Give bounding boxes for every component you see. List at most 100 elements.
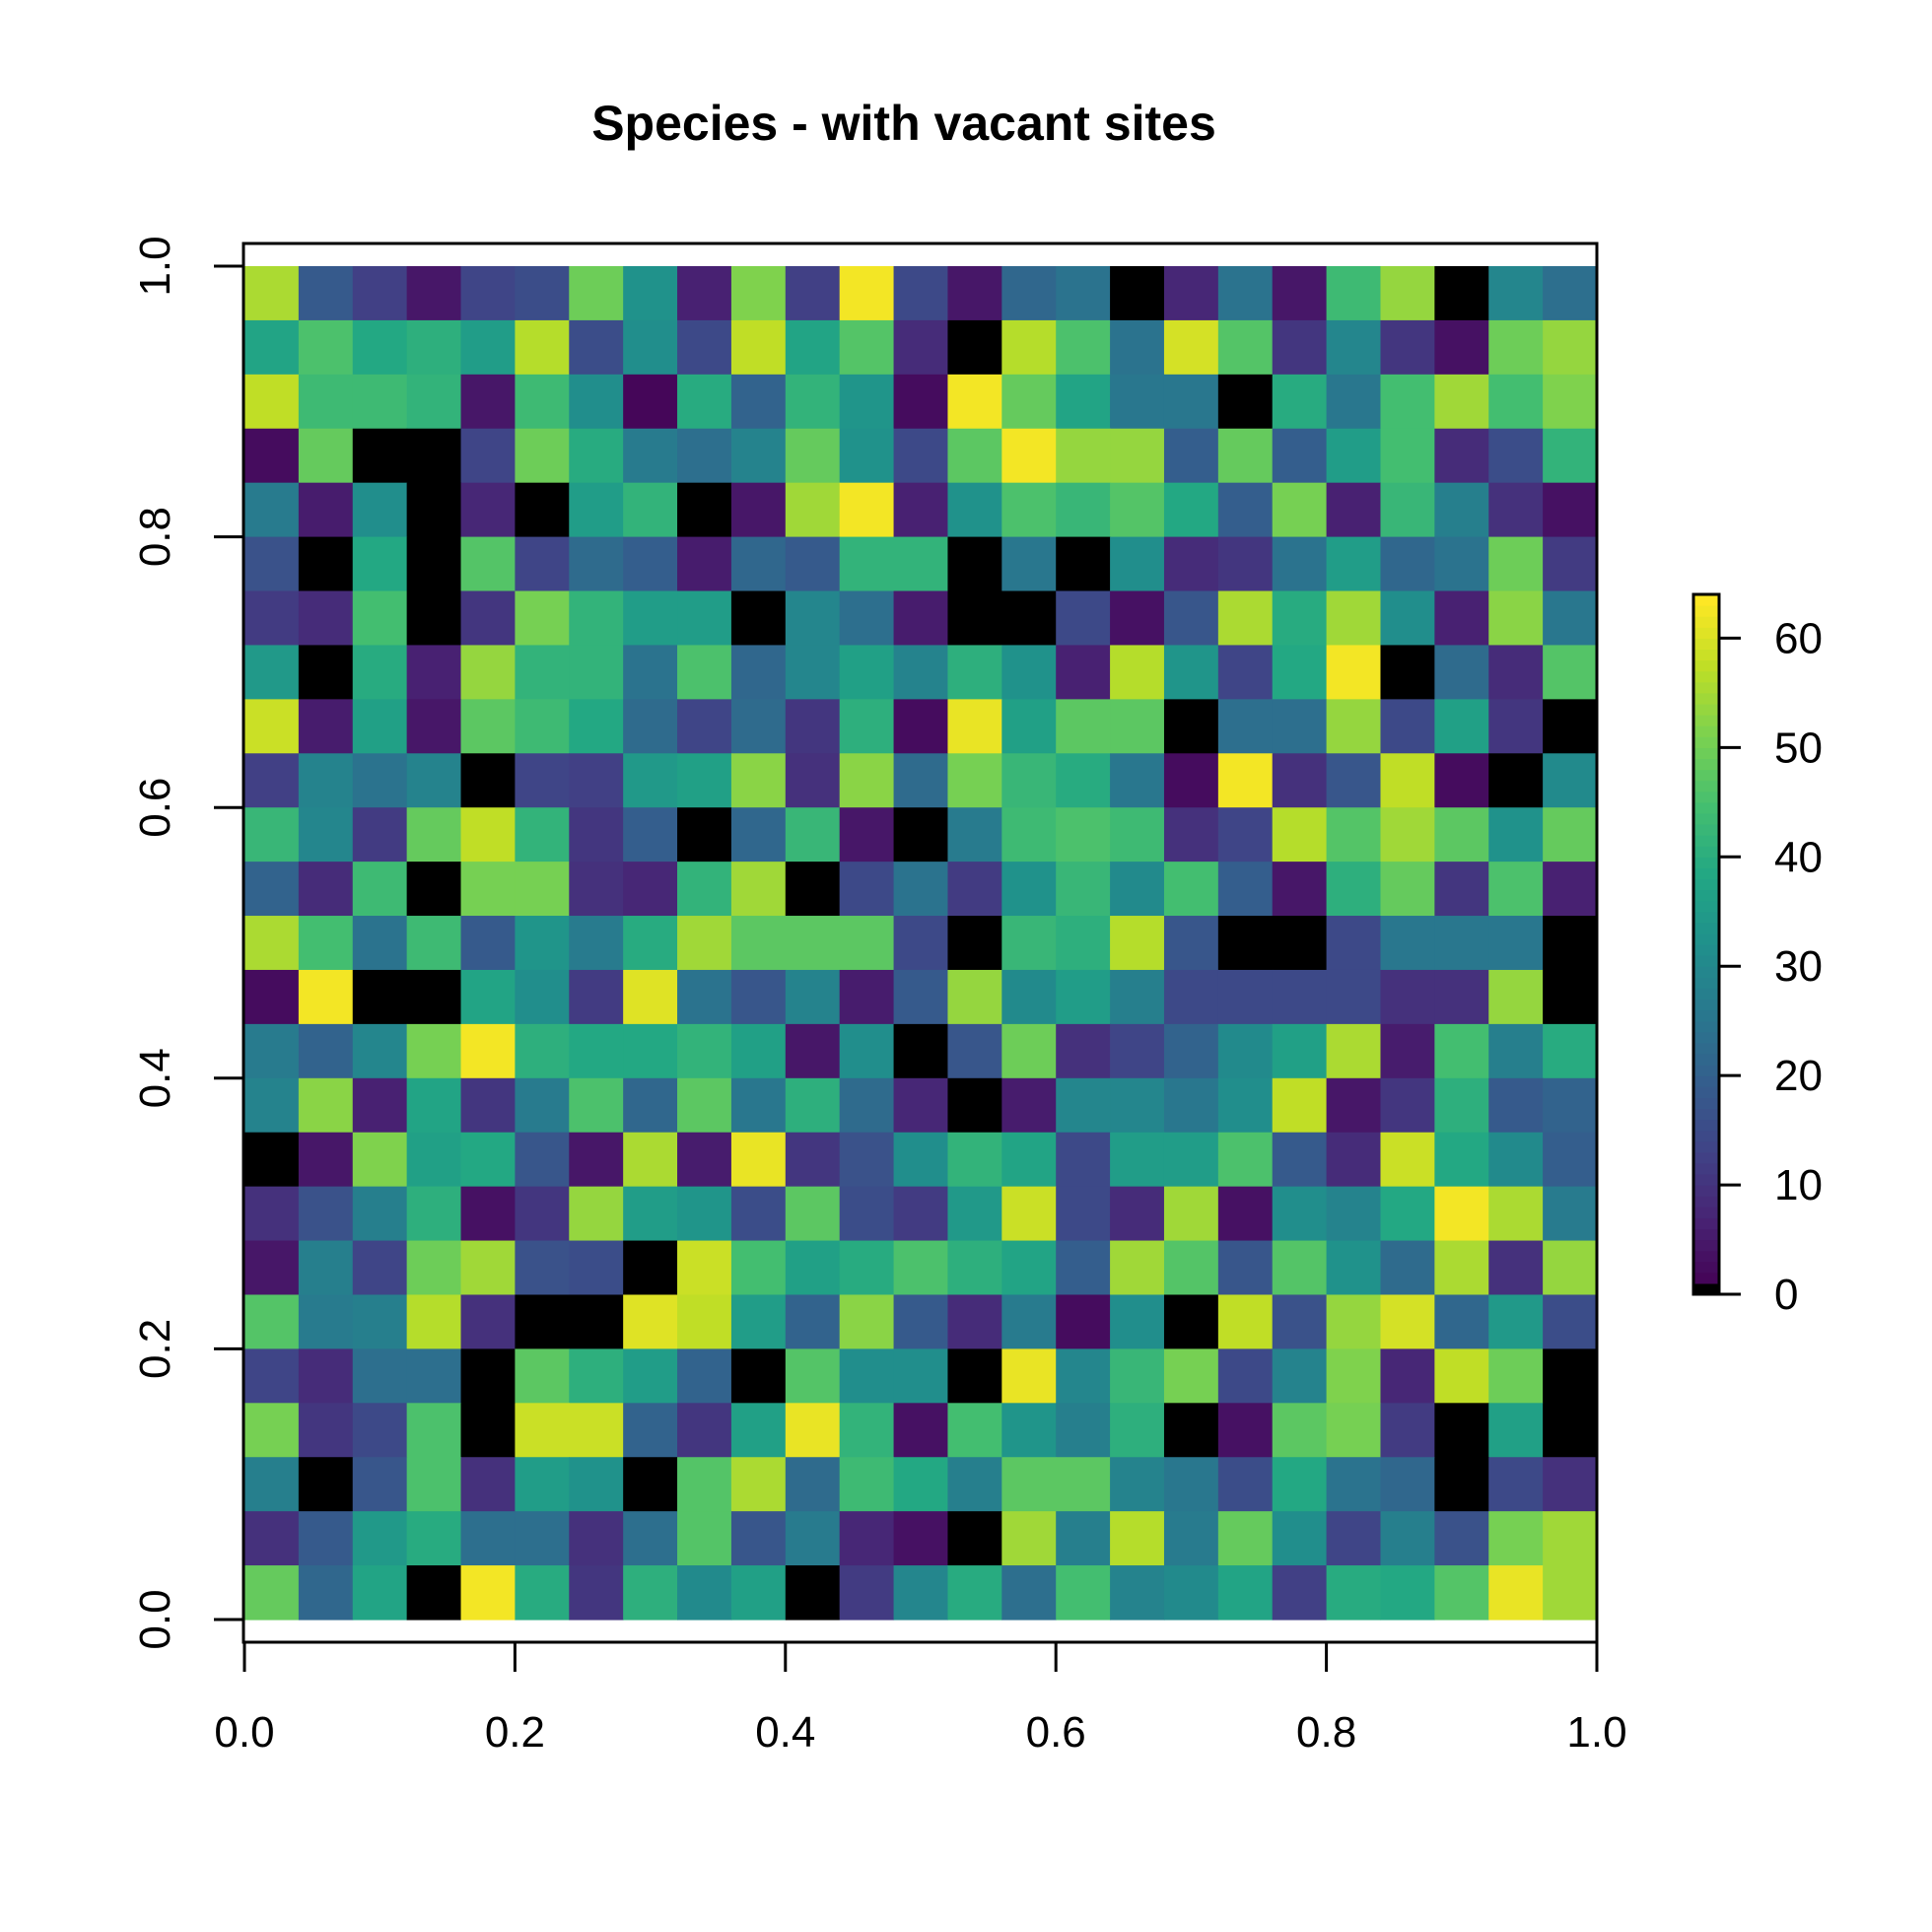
heatmap-cell	[1272, 428, 1328, 484]
heatmap-cell	[1110, 1348, 1165, 1404]
heatmap-cell	[406, 645, 462, 700]
colorbar-swatch	[1693, 1119, 1719, 1132]
heatmap-cell	[785, 1511, 841, 1566]
heatmap-cell	[1326, 482, 1382, 538]
colorbar-swatch	[1693, 1031, 1719, 1044]
heatmap-cell	[352, 1240, 408, 1296]
colorbar-swatch	[1693, 692, 1719, 705]
heatmap-cell	[1488, 590, 1544, 647]
heatmap-cell	[352, 1186, 408, 1242]
heatmap-cell	[352, 590, 408, 647]
heatmap-cell	[406, 319, 462, 376]
heatmap-cell	[1434, 753, 1489, 808]
heatmap-cell	[730, 266, 787, 321]
heatmap-cell	[1056, 1132, 1111, 1188]
heatmap-cell	[1434, 266, 1489, 321]
heatmap-cell	[1110, 482, 1165, 538]
colorbar-swatch	[1693, 977, 1719, 989]
heatmap-cell	[1380, 428, 1435, 484]
heatmap-cell	[730, 699, 787, 754]
heatmap-cell	[1380, 1348, 1435, 1404]
heatmap-cell	[839, 1294, 895, 1349]
heatmap-cell	[677, 1077, 732, 1134]
heatmap-cell	[1110, 1077, 1165, 1134]
heatmap-cell	[730, 753, 787, 808]
heatmap-cell	[839, 319, 895, 376]
heatmap-cell	[1001, 969, 1057, 1025]
heatmap-cell	[298, 266, 354, 321]
colorbar-swatch	[1693, 889, 1719, 902]
y-tick-label: 0.4	[131, 1048, 179, 1108]
heatmap-cell	[623, 266, 678, 321]
colorbar-swatch	[1693, 747, 1719, 759]
heatmap-cell	[1543, 862, 1598, 917]
heatmap-cell	[1056, 1565, 1111, 1621]
heatmap-cell	[1163, 1077, 1219, 1134]
heatmap-cell	[947, 590, 1002, 647]
heatmap-cell	[730, 645, 787, 700]
heatmap-cell	[515, 590, 570, 647]
heatmap-cell	[1272, 1077, 1328, 1134]
heatmap-cell	[623, 1511, 678, 1566]
heatmap-cell	[1272, 645, 1328, 700]
heatmap-cell	[947, 1565, 1002, 1621]
heatmap-cell	[406, 1077, 462, 1134]
colorbar-frame	[1691, 592, 1721, 1296]
heatmap-cell	[352, 1294, 408, 1349]
heatmap-cell	[1488, 645, 1544, 700]
heatmap-cell	[839, 1186, 895, 1242]
heatmap-cell	[1163, 1511, 1219, 1566]
heatmap-cell	[1543, 1565, 1598, 1621]
heatmap-cell	[1001, 1403, 1057, 1458]
heatmap-cell	[623, 969, 678, 1025]
heatmap-cell	[1543, 319, 1598, 376]
heatmap-cell	[839, 1132, 895, 1188]
heatmap-cell	[1217, 1348, 1274, 1404]
colorbar-swatch	[1693, 769, 1719, 782]
colorbar-swatch	[1693, 736, 1719, 748]
heatmap-cell	[1272, 1294, 1328, 1349]
heatmap-cell	[1163, 1565, 1219, 1621]
colorbar-legend: 0 10 20 30 40 50 60	[1691, 592, 1823, 1319]
heatmap-cell	[1380, 699, 1435, 754]
heatmap-cell	[1434, 482, 1489, 538]
heatmap-cell	[839, 428, 895, 484]
heatmap-cell	[1217, 699, 1274, 754]
heatmap-cell	[352, 862, 408, 917]
heatmap-cell	[1380, 1294, 1435, 1349]
heatmap-cell	[785, 1403, 841, 1458]
heatmap-cell	[893, 862, 949, 917]
heatmap-cell	[730, 1457, 787, 1512]
heatmap-cell	[1056, 1023, 1111, 1079]
heatmap-cells	[244, 266, 1598, 1621]
heatmap-cell	[460, 1511, 516, 1566]
heatmap-cell	[1001, 1348, 1057, 1404]
heatmap-cell	[785, 1077, 841, 1134]
x-tick-label: 0.2	[485, 1708, 545, 1757]
heatmap-cell	[460, 1294, 516, 1349]
heatmap-cell	[1110, 807, 1165, 862]
heatmap-cell	[569, 699, 624, 754]
heatmap-cell	[515, 1348, 570, 1404]
heatmap-cell	[1272, 1457, 1328, 1512]
heatmap-cell	[623, 1403, 678, 1458]
heatmap-cell	[730, 536, 787, 592]
heatmap-cell	[298, 1565, 354, 1621]
colorbar-tick-label: 10	[1774, 1161, 1823, 1209]
heatmap-cell	[1001, 1077, 1057, 1134]
heatmap-cell	[406, 699, 462, 754]
heatmap-cell	[569, 536, 624, 592]
heatmap-cell	[623, 1023, 678, 1079]
heatmap-cell	[1543, 1240, 1598, 1296]
heatmap-cell	[406, 1403, 462, 1458]
heatmap-cell	[677, 1511, 732, 1566]
heatmap-cell	[406, 1294, 462, 1349]
heatmap-cell	[244, 1023, 300, 1079]
heatmap-cell	[1434, 1132, 1489, 1188]
heatmap-cell	[1110, 1132, 1165, 1188]
heatmap-cell	[947, 1294, 1002, 1349]
heatmap-cell	[352, 916, 408, 971]
heatmap-cell	[1434, 1077, 1489, 1134]
heatmap-cell	[244, 1132, 300, 1188]
